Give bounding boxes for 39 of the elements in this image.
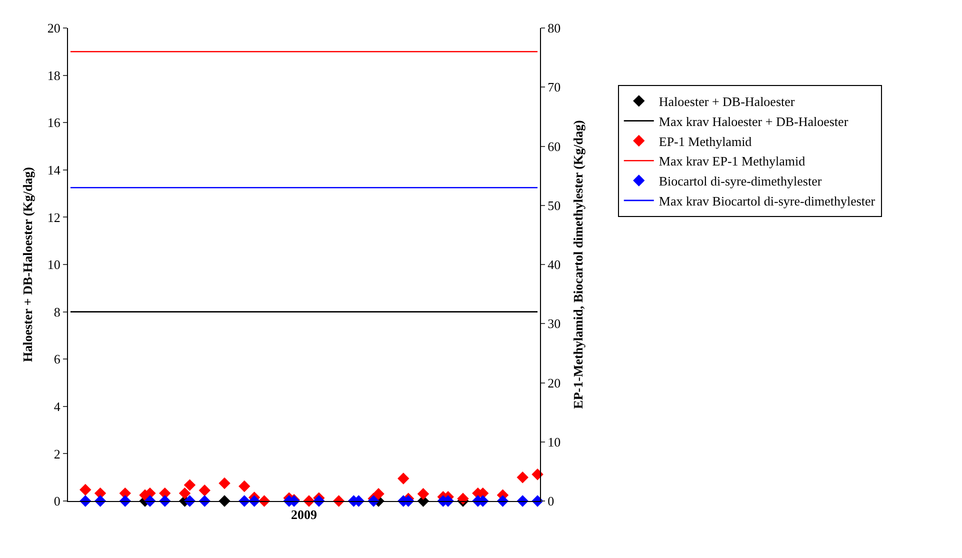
y-tick-label: 14 <box>47 162 61 178</box>
y-tick-label: 2 <box>54 446 60 462</box>
point <box>184 479 196 491</box>
point <box>80 484 92 496</box>
point <box>198 484 210 496</box>
y-axis-title: Haloester + DB-Haloester (Kg/dag) <box>20 166 35 362</box>
point <box>398 472 410 484</box>
y2-tick-label: 70 <box>548 80 561 95</box>
y2-tick-label: 60 <box>548 138 561 154</box>
point <box>372 488 384 500</box>
y-tick-label: 10 <box>47 257 60 272</box>
legend-label: Biocartol di-syre-dimethylester <box>658 174 822 189</box>
y-tick-label: 18 <box>47 68 60 83</box>
y-tick-label: 20 <box>47 20 60 36</box>
y2-axis-title: EP-1-Methylamid, Biocartol dimethylester (Kg/dag) <box>570 120 586 409</box>
legend-label: Max krav Biocartol di-syre-dimethylester <box>658 194 876 208</box>
point <box>516 472 528 484</box>
point <box>417 488 430 500</box>
y-tick-label: 16 <box>47 115 61 130</box>
y-tick-label: 4 <box>54 398 61 414</box>
y2-tick-label: 0 <box>548 494 554 509</box>
y2-tick-label: 40 <box>548 257 561 272</box>
y2-tick-label: 10 <box>548 434 561 450</box>
y2-tick-label: 20 <box>548 375 561 390</box>
y-tick-label: 8 <box>54 304 60 320</box>
legend-label: Max krav EP-1 Methylamid <box>658 154 806 169</box>
y-tick-label: 12 <box>47 210 60 225</box>
point <box>238 480 250 492</box>
point <box>218 477 230 490</box>
point <box>178 487 191 500</box>
x-axis-title: 2009 <box>291 507 318 522</box>
legend-label: Haloester + DB-Haloester <box>658 94 796 109</box>
y-tick-label: 0 <box>54 494 60 509</box>
legend-label: EP-1 Methylamid <box>658 134 752 149</box>
y2-tick-label: 30 <box>548 316 561 332</box>
legend-label: Max krav Haloester + DB-Haloester <box>658 114 849 129</box>
y2-tick-label: 50 <box>548 198 561 213</box>
y-tick-label: 6 <box>54 352 61 367</box>
y2-tick-label: 80 <box>548 20 561 36</box>
